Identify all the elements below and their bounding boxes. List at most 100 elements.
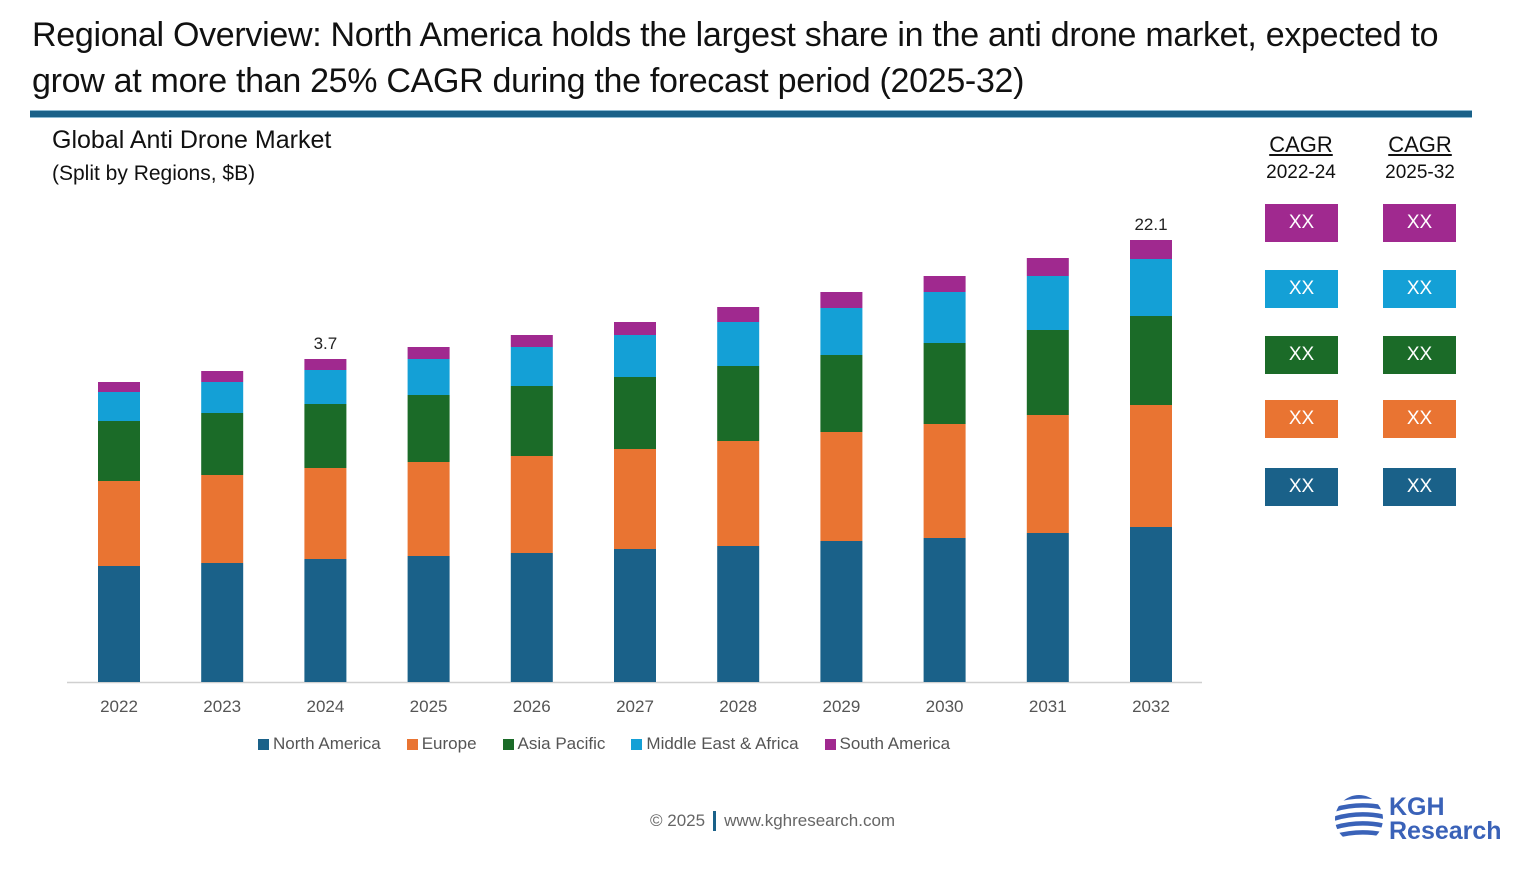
legend-swatch <box>502 738 514 750</box>
x-tick-label: 2023 <box>203 697 241 716</box>
legend-swatch <box>258 738 269 750</box>
bar-segment-asia-pacific-2025 <box>407 395 450 462</box>
cagr-value-asia-pacific: XX <box>1265 336 1338 374</box>
bar-segment-asia-pacific-2030 <box>923 343 966 424</box>
cagr-value-middle-east-africa: XX <box>1383 270 1456 308</box>
legend-item: Europe <box>406 734 477 754</box>
bar-segment-middle-east-africa-2032 <box>1130 259 1172 316</box>
cagr-value-europe: XX <box>1383 400 1456 438</box>
bar-segment-europe-2026 <box>510 456 553 553</box>
footer-divider <box>713 811 717 831</box>
legend-item: Asia Pacific <box>502 734 606 754</box>
website-link[interactable]: www.kghresearch.com <box>724 811 896 830</box>
bar-segment-south-america-2031 <box>1026 258 1069 276</box>
bar-segment-south-america-2022 <box>98 382 140 392</box>
globe-icon <box>1335 795 1383 840</box>
bar-segment-middle-east-africa-2031 <box>1026 276 1069 330</box>
cagr-column-2: CAGR 2025-32 <box>1375 132 1465 184</box>
legend-label: Asia Pacific <box>517 734 606 753</box>
legend-label: Europe <box>421 734 477 753</box>
x-tick-label: 2024 <box>306 697 344 716</box>
bar-segment-north-america-2023 <box>201 563 244 682</box>
legend-item: North America <box>258 734 381 754</box>
bar-segment-europe-2022 <box>98 481 140 566</box>
bar-segment-asia-pacific-2027 <box>614 377 656 449</box>
x-tick-label: 2028 <box>719 697 757 716</box>
bar-segment-middle-east-africa-2024 <box>304 370 347 404</box>
cagr-period: 2025-32 <box>1385 162 1455 183</box>
legend-label: North America <box>273 734 381 753</box>
legend-swatch <box>631 738 643 750</box>
cagr-value-north-america: XX <box>1265 468 1338 506</box>
bar-segment-south-america-2025 <box>407 347 450 359</box>
bar-segment-north-america-2025 <box>407 556 450 682</box>
bar-segment-asia-pacific-2028 <box>717 366 760 441</box>
bar-segment-asia-pacific-2031 <box>1026 330 1069 415</box>
bar-segment-asia-pacific-2022 <box>98 421 140 481</box>
copyright: © 2025 <box>650 811 706 830</box>
legend-label: South America <box>839 734 951 753</box>
cagr-value-north-america: XX <box>1383 468 1456 506</box>
bar-segment-middle-east-africa-2030 <box>923 292 966 343</box>
bar-segment-north-america-2026 <box>510 553 553 682</box>
bar-segment-north-america-2028 <box>717 546 760 682</box>
data-label: 3.7 <box>314 334 338 353</box>
bar-segment-europe-2027 <box>614 449 656 549</box>
title-divider <box>30 110 1472 118</box>
bar-segment-asia-pacific-2023 <box>201 413 244 475</box>
bar-segment-south-america-2023 <box>201 371 244 382</box>
bar-segment-north-america-2030 <box>923 538 966 682</box>
legend-label: Middle East & Africa <box>646 734 799 753</box>
bar-segment-south-america-2029 <box>820 292 863 308</box>
cagr-period: 2022-24 <box>1266 162 1336 183</box>
bar-segment-middle-east-africa-2025 <box>407 359 450 395</box>
cagr-value-south-america: XX <box>1383 204 1456 242</box>
bar-segment-asia-pacific-2024 <box>304 404 347 468</box>
footer: © 2025 www.kghresearch.com <box>650 811 895 831</box>
headline: Regional Overview: North America holds t… <box>32 16 1439 100</box>
x-tick-label: 2031 <box>1029 697 1067 716</box>
bar-segment-middle-east-africa-2022 <box>98 392 140 421</box>
bar-segment-middle-east-africa-2028 <box>717 322 760 366</box>
bar-segment-south-america-2026 <box>510 335 553 347</box>
bar-segment-europe-2030 <box>923 424 966 538</box>
cagr-column-1: CAGR 2022-24 <box>1256 132 1346 184</box>
bar-segment-north-america-2031 <box>1026 533 1069 682</box>
bar-segment-south-america-2028 <box>717 307 760 322</box>
bar-segment-europe-2028 <box>717 441 760 546</box>
x-tick-label: 2026 <box>513 697 551 716</box>
legend-item: Middle East & Africa <box>631 734 799 754</box>
x-tick-label: 2025 <box>410 697 448 716</box>
bar-segment-south-america-2027 <box>614 322 656 335</box>
bar-segment-north-america-2024 <box>304 559 347 682</box>
cagr-value-middle-east-africa: XX <box>1265 270 1338 308</box>
bar-segment-north-america-2022 <box>98 566 140 682</box>
cagr-value-south-america: XX <box>1265 204 1338 242</box>
bar-segment-europe-2029 <box>820 432 863 541</box>
bar-segment-south-america-2030 <box>923 276 966 292</box>
chart-title: Global Anti Drone Market <box>52 126 332 154</box>
bar-segment-middle-east-africa-2023 <box>201 382 244 413</box>
x-tick-label: 2027 <box>616 697 654 716</box>
bar-segment-europe-2025 <box>407 462 450 556</box>
bar-segment-asia-pacific-2026 <box>510 386 553 456</box>
chart-subtitle: (Split by Regions, $B) <box>52 162 256 185</box>
bar-segment-middle-east-africa-2027 <box>614 335 656 377</box>
x-tick-label: 2029 <box>822 697 860 716</box>
logo-line1: KGH <box>1389 793 1445 821</box>
bar-segment-europe-2024 <box>304 468 347 559</box>
cagr-heading: CAGR <box>1269 132 1333 157</box>
bar-segment-north-america-2032 <box>1130 527 1172 682</box>
bar-segment-middle-east-africa-2029 <box>820 308 863 355</box>
legend-swatch <box>824 738 836 750</box>
x-tick-label: 2022 <box>100 697 138 716</box>
bar-segment-north-america-2027 <box>614 549 656 682</box>
bar-segment-middle-east-africa-2026 <box>510 347 553 386</box>
cagr-heading: CAGR <box>1388 132 1452 157</box>
bar-segment-europe-2023 <box>201 475 244 563</box>
bar-segment-north-america-2029 <box>820 541 863 682</box>
bar-segment-asia-pacific-2029 <box>820 355 863 432</box>
bar-segment-asia-pacific-2032 <box>1130 316 1172 405</box>
bar-segment-europe-2031 <box>1026 415 1069 533</box>
